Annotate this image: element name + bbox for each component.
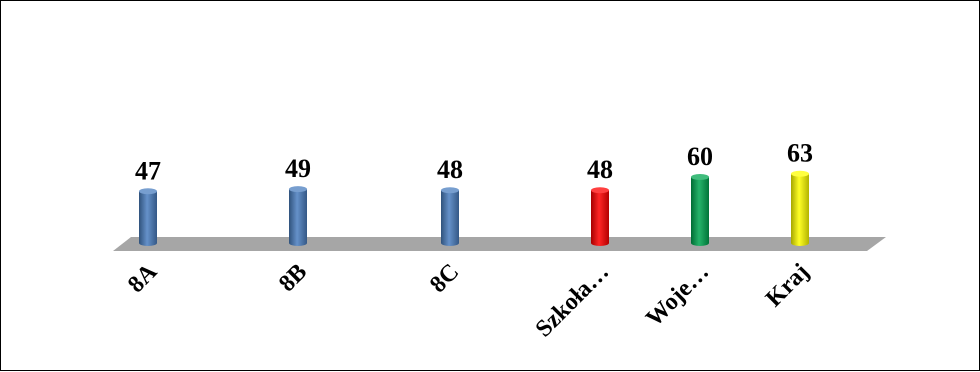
bar-top <box>139 188 157 195</box>
value-label: 48 <box>587 155 613 184</box>
category-label: Kraj <box>761 259 814 312</box>
category-label: Szkoła… <box>531 259 614 342</box>
category-label: 8C <box>425 259 464 298</box>
bar-body <box>791 173 809 246</box>
bar-Woje… <box>691 174 709 246</box>
bar-Szkoła… <box>591 187 609 246</box>
bar-body <box>591 190 609 246</box>
bars-group <box>139 170 809 246</box>
category-label: 8B <box>274 259 312 297</box>
bar-body <box>139 191 157 246</box>
value-label: 49 <box>285 154 311 183</box>
value-label: 48 <box>437 155 463 184</box>
bar-top <box>691 174 709 180</box>
bar-body <box>441 190 459 246</box>
bar-8A <box>139 188 157 246</box>
category-label: 8A <box>123 258 163 298</box>
bar-top <box>591 187 609 194</box>
bar-8C <box>441 187 459 246</box>
category-label: Woje… <box>641 259 714 332</box>
value-label: 60 <box>687 142 713 171</box>
value-label: 63 <box>787 139 813 168</box>
chart-floor <box>113 237 886 251</box>
bar-top <box>289 186 307 193</box>
bar-top <box>441 187 459 194</box>
category-labels: 8A 8B 8C Szkoła… Woje… Kraj <box>123 258 814 342</box>
value-labels: 47 49 48 48 60 63 <box>135 139 813 186</box>
bar-top <box>791 170 809 177</box>
bar-body <box>691 177 709 246</box>
bar-8B <box>289 186 307 246</box>
bar-Kraj <box>791 170 809 246</box>
value-label: 47 <box>135 156 161 185</box>
bar-body <box>289 189 307 246</box>
